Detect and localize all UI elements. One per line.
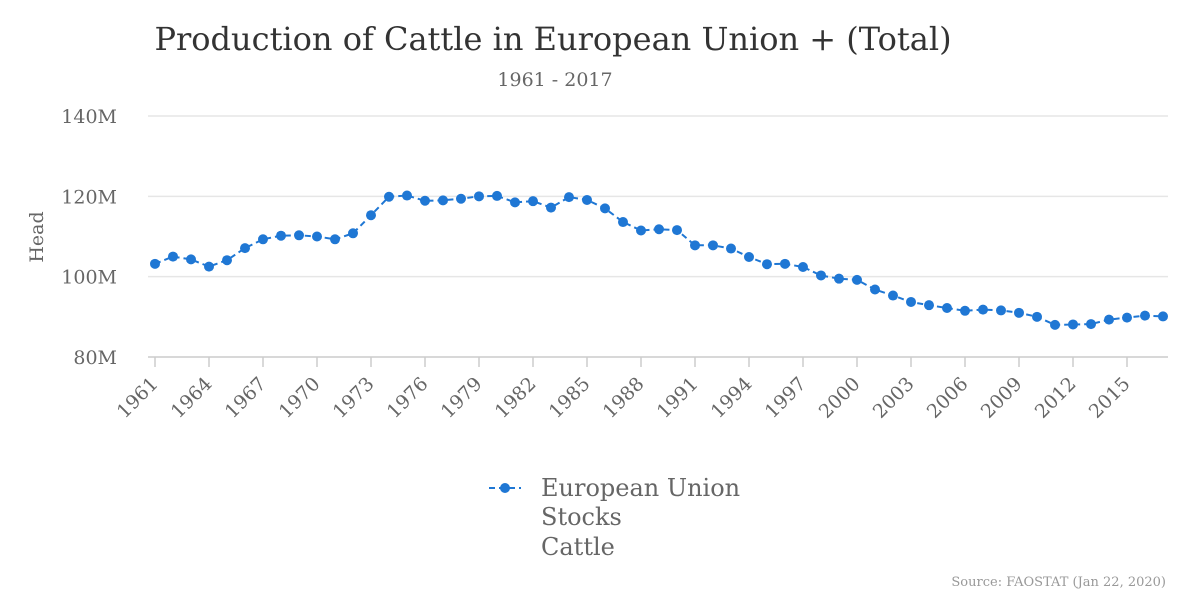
- data-point-2013[interactable]: [1086, 319, 1096, 330]
- x-tick-label: 1961: [113, 373, 163, 423]
- data-point-1987[interactable]: [618, 217, 628, 228]
- legend-marker-symbol: [500, 483, 510, 493]
- data-point-1965[interactable]: [222, 255, 232, 266]
- legend-label-line3[interactable]: Cattle: [541, 533, 615, 561]
- data-point-1975[interactable]: [402, 190, 412, 201]
- data-point-2004[interactable]: [924, 300, 934, 311]
- legend[interactable]: European Union Stocks Cattle: [489, 474, 740, 561]
- x-tick-label: 1967: [221, 373, 271, 423]
- data-point-1977[interactable]: [438, 195, 448, 206]
- data-point-1968[interactable]: [276, 230, 286, 241]
- data-point-1995[interactable]: [762, 259, 772, 270]
- data-point-1970[interactable]: [312, 231, 322, 242]
- x-tick-label: 2000: [815, 373, 865, 423]
- x-tick-label: 1985: [545, 373, 595, 423]
- data-point-1973[interactable]: [366, 210, 376, 221]
- x-tick-label: 2006: [923, 373, 973, 423]
- data-point-1984[interactable]: [564, 192, 574, 203]
- data-point-1982[interactable]: [528, 196, 538, 207]
- data-point-1989[interactable]: [654, 224, 664, 235]
- x-tick-label: 1976: [383, 373, 433, 423]
- data-point-1971[interactable]: [330, 234, 340, 245]
- data-point-2006[interactable]: [960, 305, 970, 316]
- chart-subtitle: 1961 - 2017: [497, 69, 612, 91]
- data-point-1964[interactable]: [204, 261, 214, 272]
- x-tick-label: 1973: [329, 373, 379, 423]
- series-line: [154, 194, 1164, 326]
- x-tick-label: 1964: [167, 373, 217, 423]
- data-point-1976[interactable]: [420, 195, 430, 206]
- data-point-2010[interactable]: [1032, 311, 1042, 322]
- x-tick-label: 1994: [707, 373, 757, 423]
- data-point-1974[interactable]: [384, 191, 394, 202]
- x-axis: 1961 1964 1967 1970 1973 1976 1979 1982 1985 1988…: [113, 356, 1168, 423]
- data-point-2015[interactable]: [1122, 312, 1132, 323]
- data-point-1963[interactable]: [186, 254, 196, 265]
- data-point-1997[interactable]: [798, 262, 808, 273]
- x-tick-label: 1997: [761, 373, 811, 423]
- chart-title: Production of Cattle in European Union +…: [154, 20, 951, 58]
- y-tick-label: 100M: [61, 267, 117, 289]
- x-tick-label: 1979: [437, 373, 487, 423]
- data-point-2002[interactable]: [888, 290, 898, 301]
- data-point-1962[interactable]: [168, 251, 178, 262]
- legend-label-line2[interactable]: Stocks: [541, 503, 622, 531]
- data-point-2001[interactable]: [870, 284, 880, 295]
- y-tick-label: 120M: [61, 186, 117, 208]
- data-point-1961[interactable]: [150, 258, 160, 269]
- data-point-1993[interactable]: [726, 243, 736, 254]
- data-point-1978[interactable]: [456, 193, 466, 204]
- data-point-2008[interactable]: [996, 305, 1006, 316]
- x-tick-label: 2003: [869, 373, 919, 423]
- data-point-1972[interactable]: [348, 228, 358, 239]
- y-tick-label: 140M: [61, 106, 117, 128]
- y-axis-ticks: 80M 100M 120M 140M: [61, 106, 117, 369]
- data-point-2017[interactable]: [1158, 311, 1168, 322]
- x-tick-label: 2012: [1031, 373, 1081, 423]
- gridlines: [148, 115, 1168, 278]
- y-tick-label: 80M: [73, 347, 117, 369]
- data-point-1994[interactable]: [744, 251, 754, 262]
- legend-label-line1[interactable]: European Union: [541, 474, 740, 502]
- data-point-2007[interactable]: [978, 304, 988, 315]
- data-point-1996[interactable]: [780, 258, 790, 269]
- data-point-2011[interactable]: [1050, 319, 1060, 330]
- data-point-1998[interactable]: [816, 270, 826, 281]
- data-point-1983[interactable]: [546, 202, 556, 213]
- data-point-1986[interactable]: [600, 203, 610, 214]
- data-point-1966[interactable]: [240, 243, 250, 254]
- x-tick-label: 1970: [275, 373, 325, 423]
- data-point-1991[interactable]: [690, 240, 700, 251]
- data-point-1990[interactable]: [672, 225, 682, 236]
- data-point-1988[interactable]: [636, 225, 646, 236]
- x-tick-label: 1991: [653, 373, 703, 423]
- data-point-1981[interactable]: [510, 197, 520, 208]
- x-tick-label: 1982: [491, 373, 541, 423]
- data-point-1999[interactable]: [834, 273, 844, 284]
- series-european-union[interactable]: [150, 190, 1168, 330]
- data-point-2016[interactable]: [1140, 310, 1150, 321]
- data-point-2000[interactable]: [852, 274, 862, 285]
- data-point-2014[interactable]: [1104, 314, 1114, 325]
- data-point-1985[interactable]: [582, 194, 592, 205]
- data-point-2005[interactable]: [942, 302, 952, 313]
- data-point-1969[interactable]: [294, 230, 304, 241]
- x-tick-label: 2015: [1085, 373, 1135, 423]
- data-point-2003[interactable]: [906, 296, 916, 307]
- data-point-1980[interactable]: [492, 190, 502, 201]
- y-axis-label: Head: [26, 211, 48, 262]
- data-point-1979[interactable]: [474, 191, 484, 202]
- source-credit: Source: FAOSTAT (Jan 22, 2020): [951, 575, 1166, 590]
- x-tick-label: 1988: [599, 373, 649, 423]
- data-point-1992[interactable]: [708, 240, 718, 251]
- data-point-2012[interactable]: [1068, 319, 1078, 330]
- data-point-1967[interactable]: [258, 234, 268, 245]
- x-tick-label: 2009: [977, 373, 1027, 423]
- data-point-2009[interactable]: [1014, 307, 1024, 318]
